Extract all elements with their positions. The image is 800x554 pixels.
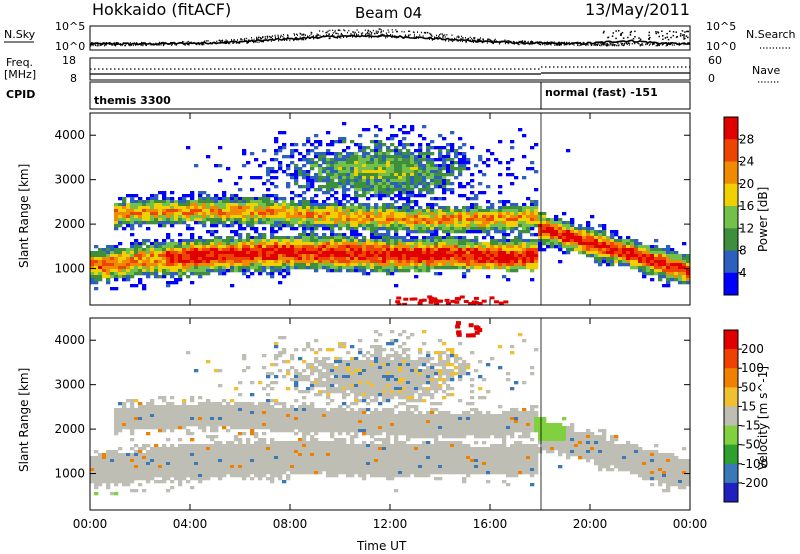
nave-tick-top: 60: [708, 54, 722, 67]
cpid-segment-1: themis 3300: [94, 94, 171, 107]
freq-label: Freq.: [6, 56, 33, 69]
colorbar-tick: 15: [741, 399, 756, 413]
colorbar-tick: 20: [739, 177, 754, 191]
x-tick-label: 08:00: [273, 517, 308, 531]
freq-series: [90, 66, 690, 75]
colorbar-tick: 12: [739, 221, 754, 235]
colorbar-tick: 8: [739, 244, 747, 258]
cpid-segment-2: normal (fast) -151: [545, 86, 658, 99]
cpid-label: CPID: [6, 88, 35, 101]
colorbar-tick: 16: [739, 199, 754, 213]
velocity-y-axis: 1000 2000 3000 4000: [54, 333, 690, 481]
velocity-colorbar-label: Velocity [m s^-1]: [756, 366, 770, 470]
freq-tick-top: 18: [62, 54, 76, 67]
colorbar-tick: 4: [739, 266, 747, 280]
y-tick-label: 4000: [54, 333, 85, 347]
nsearch-tick-bottom: 10^0: [706, 40, 736, 53]
nsearch-tick-top: 10^5: [706, 20, 736, 33]
freq-tick-bottom: 8: [70, 72, 77, 85]
colorbar-swatch: [724, 482, 738, 503]
colorbar-swatch: [724, 183, 738, 207]
colorbar-tick: -100: [741, 457, 768, 471]
colorbar-tick: 28: [739, 132, 754, 146]
x-tick-label: 16:00: [473, 517, 508, 531]
freq-unit-label: [MHz]: [4, 68, 36, 81]
y-tick-label: 3000: [54, 378, 85, 392]
colorbar-tick: 24: [739, 155, 754, 169]
colorbar-swatch: [724, 206, 738, 229]
colorbar-swatch: [724, 272, 738, 296]
x-tick-label: 04:00: [173, 517, 208, 531]
colorbar-tick: -50: [741, 438, 761, 452]
velocity-ylabel: Slant Range [km]: [17, 368, 31, 472]
x-tick-label: 12:00: [373, 517, 408, 531]
colorbar-swatch: [724, 387, 738, 407]
colorbar-swatch: [724, 425, 738, 446]
colorbar-swatch: [724, 349, 738, 369]
nsky-panel: [89, 25, 691, 51]
cpid-panel: [89, 81, 691, 110]
y-tick-label: 3000: [54, 173, 85, 187]
time-axis-label: Time UT: [356, 539, 407, 553]
colorbar-swatch: [724, 117, 738, 140]
y-tick-label: 2000: [54, 422, 85, 436]
beam-title: Beam 04: [355, 4, 422, 22]
colorbar-tick: -200: [741, 476, 768, 490]
power-colorbar-label: Power [dB]: [756, 187, 770, 252]
power-heatmap: [90, 122, 690, 305]
colorbar-swatch: [724, 228, 738, 251]
nave-tick-bottom: 0: [708, 72, 715, 85]
colorbar-tick: 50: [741, 380, 756, 394]
colorbar-tick: 200: [741, 342, 764, 356]
velocity-colorbar: 200 100 50 15 -15 -50 -100 -200: [723, 329, 768, 503]
power-colorbar: 4 8 12 16 20 24 28: [723, 116, 754, 296]
y-tick-label: 1000: [54, 467, 85, 481]
colorbar-swatch: [724, 406, 738, 427]
y-tick-label: 2000: [54, 217, 85, 231]
nsky-tick-top: 10^5: [55, 20, 85, 33]
station-title: Hokkaido (fitACF): [92, 0, 231, 19]
y-tick-label: 4000: [54, 128, 85, 142]
colorbar-swatch: [724, 161, 738, 185]
colorbar-swatch: [724, 139, 738, 162]
nave-label: Nave: [752, 64, 780, 77]
colorbar-swatch: [724, 368, 738, 388]
y-tick-label: 1000: [54, 262, 85, 276]
x-tick-label: 20:00: [573, 517, 608, 531]
x-tick-label: 00:00: [673, 517, 708, 531]
power-y-axis: 1000 2000 3000 4000: [54, 128, 690, 276]
nsky-label: N.Sky: [4, 28, 36, 41]
date-title: 13/May/2011: [585, 0, 690, 19]
colorbar-swatch: [724, 250, 738, 274]
colorbar-tick: 100: [741, 361, 764, 375]
time-axis: 00:00 04:00 08:00 12:00 16:00 20:00 00:00: [73, 113, 708, 531]
nsearch-label: N.Search: [746, 28, 796, 41]
velocity-heatmap: [90, 321, 690, 496]
power-ylabel: Slant Range [km]: [17, 164, 31, 268]
colorbar-swatch: [724, 444, 738, 465]
colorbar-swatch: [724, 463, 738, 484]
nsky-series: [89, 28, 691, 47]
x-tick-label: 00:00: [73, 517, 108, 531]
colorbar-swatch: [724, 330, 738, 350]
colorbar-tick: -15: [741, 419, 761, 433]
nsky-tick-bottom: 10^0: [55, 40, 85, 53]
nsky-line: [89, 34, 691, 46]
